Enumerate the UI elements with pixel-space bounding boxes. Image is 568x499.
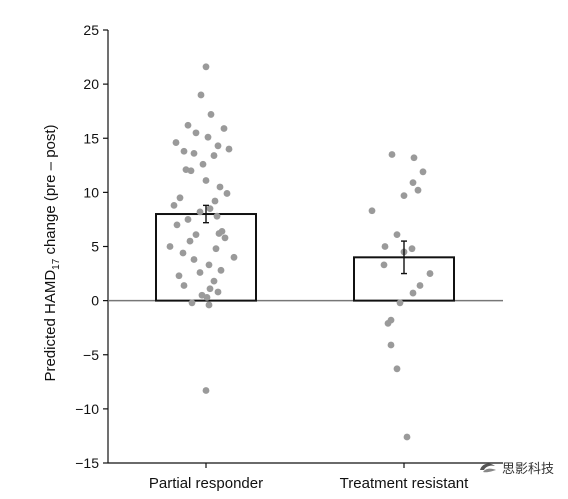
y-tick-label: −10 xyxy=(75,401,99,417)
data-point xyxy=(400,192,408,200)
data-point xyxy=(214,288,222,296)
y-tick-label: 5 xyxy=(91,239,99,255)
data-point xyxy=(188,299,196,307)
data-point xyxy=(205,301,213,309)
data-point xyxy=(223,190,231,197)
data-point xyxy=(409,179,417,187)
category-label: Treatment resistant xyxy=(340,475,469,492)
data-point xyxy=(213,212,221,220)
y-tick-label: −15 xyxy=(75,455,99,471)
data-point xyxy=(393,231,401,238)
data-point xyxy=(221,234,229,242)
data-point xyxy=(416,282,424,289)
data-point xyxy=(187,167,195,175)
data-point xyxy=(210,152,218,159)
data-point xyxy=(203,293,211,301)
data-point xyxy=(230,253,238,261)
data-points xyxy=(166,63,434,441)
data-point xyxy=(205,261,213,269)
data-point xyxy=(396,299,404,307)
data-point xyxy=(184,216,192,223)
data-point xyxy=(216,183,224,191)
data-point xyxy=(202,387,210,394)
y-axis: 25 20 15 10 5 0 −5 −10 −15 xyxy=(75,22,503,471)
data-point xyxy=(204,133,212,141)
data-point xyxy=(410,154,418,162)
data-point xyxy=(196,208,204,216)
data-point xyxy=(175,272,183,280)
data-point xyxy=(190,150,198,157)
data-point xyxy=(381,243,389,250)
data-point xyxy=(220,125,228,132)
watermark-text: 思影科技 xyxy=(501,462,554,477)
data-point xyxy=(212,245,220,253)
y-tick-label: 0 xyxy=(91,293,99,309)
data-point xyxy=(217,266,225,274)
data-point xyxy=(196,269,204,276)
y-tick-label: 25 xyxy=(83,22,99,38)
data-point xyxy=(180,147,188,155)
data-point xyxy=(170,201,178,209)
data-point xyxy=(173,221,181,229)
y-axis-title-rest: change (pre – post) xyxy=(42,124,59,258)
bars xyxy=(155,213,455,302)
data-point xyxy=(186,237,194,245)
data-point xyxy=(184,121,192,129)
data-point xyxy=(202,63,210,71)
data-point xyxy=(190,256,198,263)
y-tick-label: 20 xyxy=(83,76,99,92)
data-point xyxy=(225,145,233,153)
data-point xyxy=(384,319,392,327)
data-point xyxy=(206,285,214,293)
data-point xyxy=(192,231,200,238)
data-point xyxy=(197,91,205,99)
data-point xyxy=(387,341,395,349)
swirl-logo-icon xyxy=(479,463,496,472)
data-point xyxy=(403,433,411,441)
data-point xyxy=(180,282,188,289)
data-point xyxy=(206,205,214,213)
y-axis-title-main: Predicted HAMD xyxy=(42,270,59,382)
y-tick-label: 10 xyxy=(83,184,99,200)
bar xyxy=(155,213,257,302)
data-point xyxy=(419,168,427,176)
category-label: Partial responder xyxy=(149,475,263,492)
data-point xyxy=(408,245,416,253)
data-point xyxy=(199,160,207,168)
data-point xyxy=(214,142,222,150)
data-point xyxy=(388,151,396,158)
data-point xyxy=(179,249,187,257)
category-labels: Partial responder Treatment resistant xyxy=(149,463,469,492)
data-point xyxy=(207,111,215,118)
data-point xyxy=(368,207,376,215)
data-point xyxy=(380,261,388,269)
data-point xyxy=(393,365,401,373)
data-point xyxy=(409,289,417,297)
data-point xyxy=(172,139,180,146)
data-point xyxy=(210,277,218,285)
data-point xyxy=(166,243,174,250)
error-bars xyxy=(203,204,407,275)
y-axis-title: Predicted HAMD17 change (pre – post) xyxy=(42,124,62,381)
data-point xyxy=(202,177,210,184)
watermark: 思影科技 xyxy=(478,458,554,477)
data-point xyxy=(426,270,434,277)
y-axis-title-subscript: 17 xyxy=(51,258,62,270)
data-point xyxy=(192,129,200,137)
y-tick-label: −5 xyxy=(83,347,99,363)
data-point xyxy=(215,230,223,237)
y-tick-label: 15 xyxy=(83,130,99,146)
data-point xyxy=(414,186,422,194)
data-point xyxy=(176,194,184,202)
data-point xyxy=(211,197,219,205)
